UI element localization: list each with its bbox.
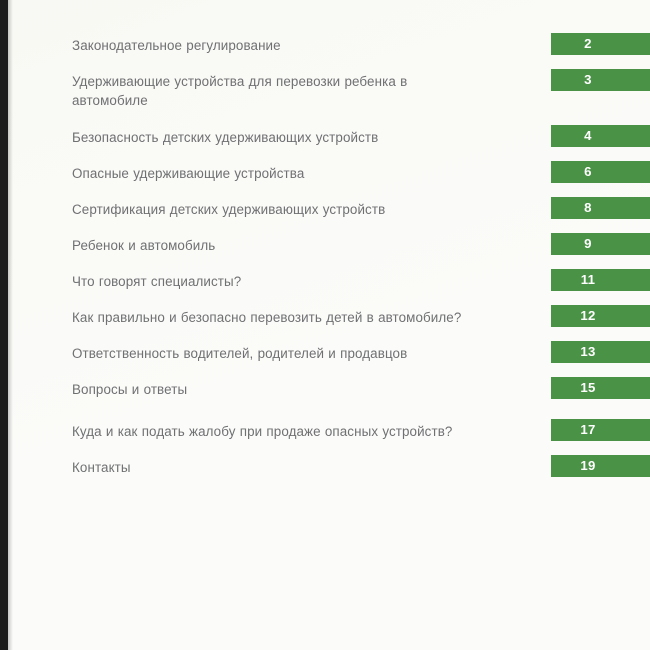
toc-page-badge[interactable]: 4	[551, 125, 650, 147]
toc-entry-title[interactable]: Безопасность детских удерживающих устрой…	[72, 130, 379, 145]
toc-page-badge[interactable]: 17	[551, 419, 650, 441]
toc-page-number: 6	[584, 164, 592, 179]
toc-entry-title[interactable]: Как правильно и безопасно перевозить дет…	[72, 310, 462, 325]
page-spine	[0, 0, 8, 650]
toc-entry-title[interactable]: Что говорят специалисты?	[72, 274, 242, 289]
toc-page-number: 2	[584, 36, 592, 51]
toc-page-badge[interactable]: 6	[551, 161, 650, 183]
toc-entry-title[interactable]: Ребенок и автомобиль	[72, 238, 216, 253]
page-spine-shadow	[8, 0, 13, 650]
toc-page-badge[interactable]: 19	[551, 455, 650, 477]
toc-page-number: 13	[580, 344, 596, 359]
toc-page-number: 17	[580, 422, 596, 437]
toc-page-badge[interactable]: 8	[551, 197, 650, 219]
toc-page-number: 4	[584, 128, 592, 143]
toc-page-number: 3	[584, 72, 592, 87]
toc-page-badge[interactable]: 9	[551, 233, 650, 255]
toc-entry-title[interactable]: Сертификация детских удерживающих устрой…	[72, 202, 386, 217]
toc-page-badge[interactable]: 3	[551, 69, 650, 91]
toc-page-number: 8	[584, 200, 592, 215]
toc-entry-title[interactable]: Контакты	[72, 460, 131, 475]
toc-page-badge[interactable]: 11	[551, 269, 650, 291]
toc-page-number: 15	[580, 380, 596, 395]
toc-page-number: 9	[584, 236, 592, 251]
toc-page-badge[interactable]: 15	[551, 377, 650, 399]
toc-page-number: 11	[580, 272, 596, 287]
toc-entry-title[interactable]: Опасные удерживающие устройства	[72, 166, 305, 181]
toc-page-number: 12	[580, 308, 596, 323]
toc-entry-title[interactable]: Удерживающие устройства для перевозки ре…	[72, 74, 408, 108]
toc-entry-title[interactable]: Законодательное регулирование	[72, 38, 281, 53]
toc-entry-title[interactable]: Вопросы и ответы	[72, 382, 188, 397]
toc-entry-title[interactable]: Ответственность водителей, родителей и п…	[72, 346, 408, 361]
toc-page-badge[interactable]: 2	[551, 33, 650, 55]
toc-page-badge[interactable]: 13	[551, 341, 650, 363]
toc-entry-title[interactable]: Куда и как подать жалобу при продаже опа…	[72, 424, 453, 439]
toc-page-number: 19	[580, 458, 596, 473]
toc-page-badge[interactable]: 12	[551, 305, 650, 327]
